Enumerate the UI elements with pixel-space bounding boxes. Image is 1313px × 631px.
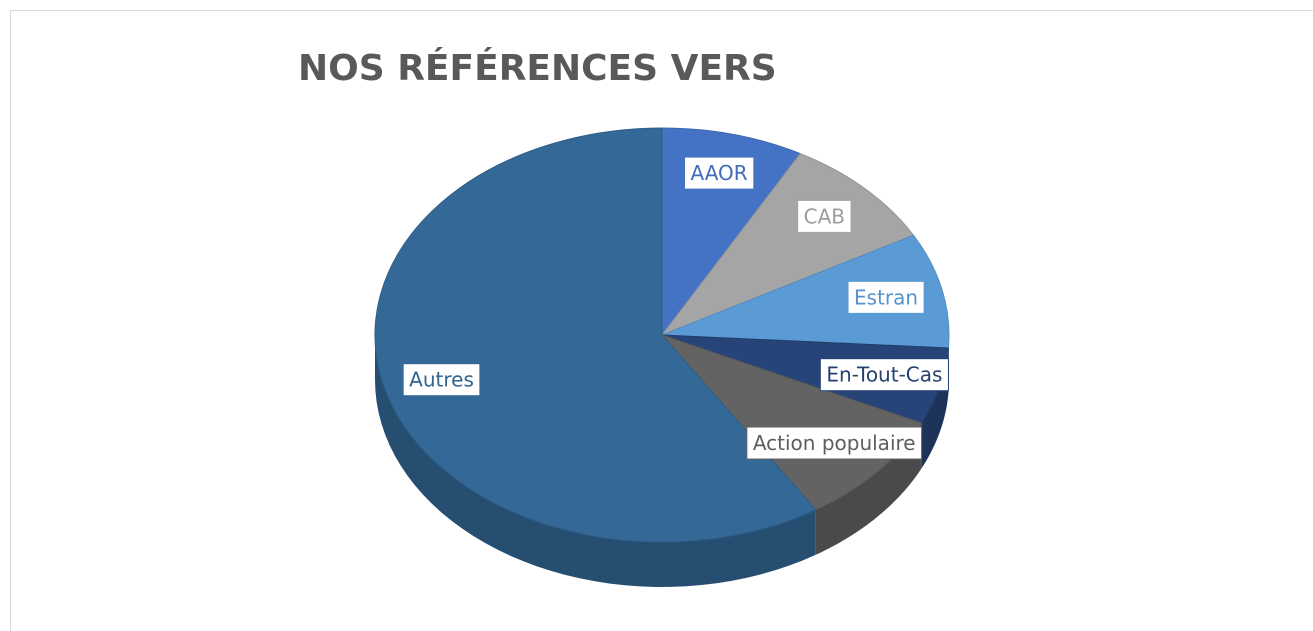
label-text: AAOR [690,161,747,185]
label-box [847,280,925,314]
label-text: Action populaire [753,431,916,455]
pie-slice [660,153,915,337]
label-box [402,363,481,397]
data-label: AAOR [683,156,755,190]
label-text: Estran [854,285,918,309]
label-box [683,156,755,190]
pie [374,127,950,587]
data-label: Autres [402,363,481,397]
data-label: En-Tout-Cas [819,358,949,392]
data-label: Action populaire [746,426,923,460]
label-box [819,358,949,392]
pie-side [921,347,949,469]
label-text: Autres [409,368,474,392]
label-text: CAB [804,204,845,228]
label-text: En-Tout-Cas [826,363,942,387]
pie-slice [661,234,950,349]
pie-side [375,335,816,587]
data-label: Estran [847,280,925,314]
chart-title: NOS RÉFÉRENCES VERS [298,47,777,89]
pie-slice [374,127,817,543]
label-box [797,199,852,233]
labels: AAOR CAB Estran En-Tout-Cas Action populaire… [402,156,949,460]
data-label: CAB [797,199,852,233]
label-box [746,426,923,460]
